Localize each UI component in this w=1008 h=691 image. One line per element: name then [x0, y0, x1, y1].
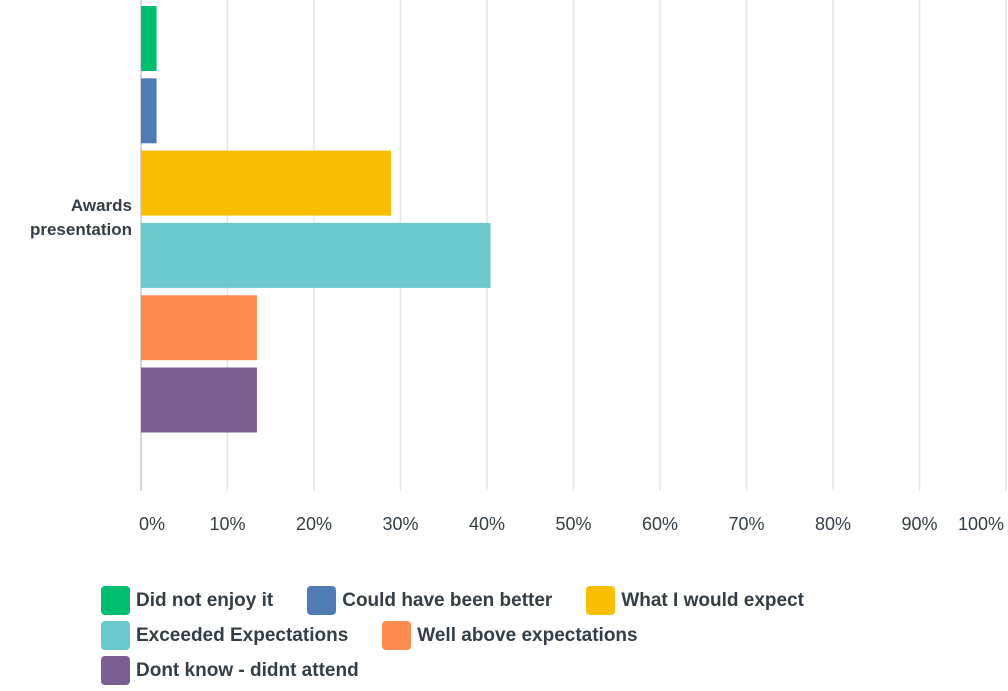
category-label-line-2: presentation: [29, 220, 132, 239]
legend-label: What I would expect: [621, 589, 804, 611]
category-label-awards-presentation: Awards presentation: [0, 194, 132, 242]
x-tick-label-20: 20%: [296, 514, 332, 534]
x-tick-label-60: 60%: [642, 514, 678, 534]
category-label-line-1: Awards: [70, 196, 132, 215]
legend-item-exceeded-expectations: Exceeded Expectations: [101, 621, 348, 650]
legend-label: Well above expectations: [417, 624, 638, 646]
x-tick-label-0: 0%: [139, 514, 165, 534]
x-tick-label-40: 40%: [469, 514, 505, 534]
legend-swatch: [101, 621, 130, 650]
x-tick-label-90: 90%: [901, 514, 937, 534]
legend-label: Did not enjoy it: [136, 589, 274, 611]
legend-label: Exceeded Expectations: [136, 624, 349, 646]
x-tick-label-50: 50%: [555, 514, 591, 534]
legend-swatch: [101, 656, 130, 685]
legend-item-well-above-expectations: Well above expectations: [382, 621, 638, 650]
x-tick-label-70: 70%: [728, 514, 764, 534]
x-tick-label-10: 10%: [209, 514, 245, 534]
x-tick-label-100: 100%: [958, 514, 1004, 534]
legend: Did not enjoy it Could have been better …: [101, 586, 961, 691]
x-tick-label-30: 30%: [382, 514, 418, 534]
bar-dont-know-didnt-attend: [141, 367, 257, 433]
legend-swatch: [586, 586, 616, 615]
legend-row-2: Exceeded Expectations Well above expecta…: [101, 621, 961, 650]
legend-item-dont-know-didnt-attend: Dont know - didnt attend: [101, 656, 359, 685]
legend-row-1: Did not enjoy it Could have been better …: [101, 586, 961, 615]
legend-row-3: Dont know - didnt attend: [101, 656, 961, 685]
legend-label: Could have been better: [342, 589, 553, 611]
legend-swatch: [101, 586, 130, 615]
bar-did-not-enjoy-it: [141, 6, 157, 71]
legend-label: Dont know - didnt attend: [136, 659, 359, 681]
bar-could-have-been-better: [141, 78, 157, 144]
x-tick-label-80: 80%: [815, 514, 851, 534]
bar-well-above-expectations: [141, 295, 257, 361]
legend-item-could-have-been-better: Could have been better: [307, 586, 552, 615]
legend-swatch: [382, 621, 412, 650]
bar-what-i-would-expect: [141, 150, 391, 216]
bar-exceeded-expectations: [141, 222, 491, 288]
legend-swatch: [307, 586, 337, 615]
legend-item-what-i-would-expect: What I would expect: [586, 586, 804, 615]
legend-item-did-not-enjoy-it: Did not enjoy it: [101, 586, 273, 615]
